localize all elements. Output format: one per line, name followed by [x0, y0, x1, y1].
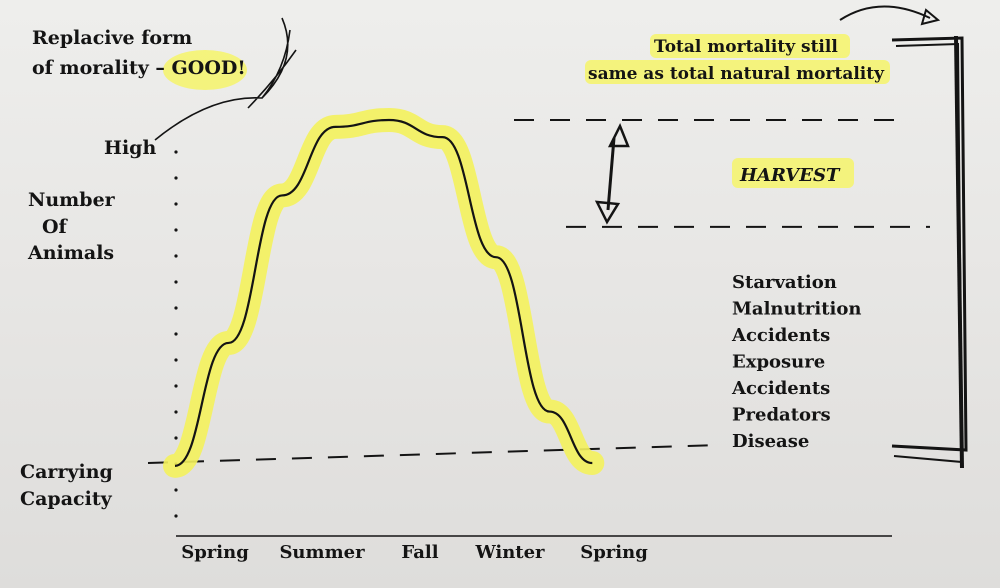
- top-left-note-line1: Replacive form: [32, 27, 192, 49]
- cause-item: Predators: [732, 405, 831, 426]
- y-axis-dot: [174, 332, 178, 336]
- top-right-note-line1: Total mortality still: [654, 37, 838, 57]
- x-tick-label: Winter: [474, 542, 545, 563]
- reference-line-0: [147, 444, 721, 464]
- y-label-line3: Animals: [27, 242, 114, 264]
- mortality-causes-list: Starvation Malnutrition Accidents Exposure A…: [731, 272, 861, 452]
- x-tick-label: Spring: [580, 542, 648, 563]
- cause-item: Malnutrition: [732, 299, 861, 320]
- x-tick-labels: Spring Summer Fall Winter Spring: [181, 542, 648, 563]
- curve-highlight: [163, 107, 605, 478]
- y-axis-dot: [174, 436, 178, 440]
- bracket-pointer-head: [920, 8, 941, 26]
- cause-item: Starvation: [732, 272, 837, 293]
- y-axis-dot: [174, 254, 178, 258]
- top-right-highlight-2: [585, 60, 890, 84]
- harvest-highlight: [732, 158, 854, 188]
- y-axis-dot: [174, 228, 178, 232]
- top-right-note-line2: same as total natural mortality: [588, 64, 885, 84]
- x-tick-label: Spring: [181, 542, 249, 563]
- y-axis-dot: [174, 176, 178, 180]
- carrying-capacity-line2: Capacity: [20, 488, 113, 510]
- harvest-label: HARVEST: [739, 165, 841, 186]
- reference-lines: [147, 119, 930, 464]
- y-axis-dot: [174, 384, 178, 388]
- y-label-line1: Number: [28, 189, 116, 211]
- population-curve: [174, 118, 593, 467]
- cause-item: Accidents: [731, 325, 830, 346]
- x-tick-label: Fall: [401, 542, 438, 563]
- bracket-pointer-arrow: [839, 5, 931, 21]
- x-tick-label: Summer: [279, 542, 365, 563]
- carrying-capacity-line1: Carrying: [20, 461, 113, 483]
- cause-item: Disease: [732, 431, 809, 452]
- y-axis-dot: [174, 410, 178, 414]
- y-axis-dot: [174, 202, 178, 206]
- y-axis-dot: [174, 150, 178, 154]
- y-axis-dot: [174, 514, 178, 518]
- y-axis-dot: [174, 280, 178, 284]
- y-axis-dot: [174, 306, 178, 310]
- y-axis-dots: [174, 150, 178, 518]
- cause-item: Accidents: [731, 378, 830, 399]
- y-high-label: High: [104, 137, 156, 159]
- cause-item: Exposure: [732, 352, 825, 373]
- harvest-arrow: [594, 122, 630, 225]
- good-highlight: [163, 50, 247, 90]
- y-label-line2: Of: [42, 216, 69, 238]
- good-scribble: [154, 17, 297, 141]
- top-left-note-line2: of morality – GOOD!: [32, 57, 246, 79]
- top-right-highlight-1: [650, 34, 850, 58]
- mortality-bracket: [891, 35, 968, 469]
- y-axis-dot: [174, 358, 178, 362]
- y-axis-dot: [174, 488, 178, 492]
